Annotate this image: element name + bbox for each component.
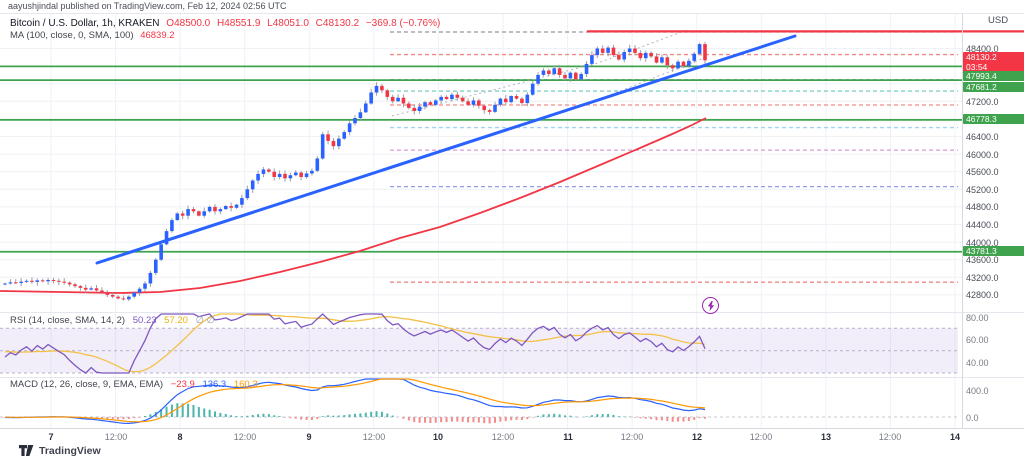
footer-brand[interactable]: TradingView xyxy=(19,444,101,457)
price-tick: 44000.0 xyxy=(966,237,999,248)
price-tick: 46000.0 xyxy=(966,149,999,160)
rsi-axis-tick: 40.00 xyxy=(966,357,989,368)
macd-legend[interactable]: MACD (12, 26, close, 9, EMA, EMA) −23.9 … xyxy=(10,379,258,390)
time-tick: 7 xyxy=(48,432,54,442)
price-tick: 47200.0 xyxy=(966,96,999,107)
ma-label: MA (100, close, 0, SMA, 100) xyxy=(10,30,134,41)
time-tick: 9 xyxy=(306,432,312,442)
time-axis-border xyxy=(0,428,1024,429)
ohlc-open: O48500.0 xyxy=(166,18,211,29)
rsi-legend[interactable]: RSI (14, close, SMA, 14, 2) 50.23 57.20 … xyxy=(10,315,215,326)
price-change: −369.8 (−0.76%) xyxy=(365,18,441,29)
chart-border xyxy=(0,13,1024,14)
rsi-label: RSI (14, close, SMA, 14, 2) xyxy=(10,315,126,326)
time-tick: 12 xyxy=(691,432,703,442)
price-tag: 47681.2 xyxy=(963,82,1024,92)
ma-value: 46839.2 xyxy=(140,30,175,41)
time-tick: 12:00 xyxy=(104,432,128,442)
published-byline: aayushjindal published on TradingView.co… xyxy=(8,1,287,11)
price-axis-border xyxy=(962,14,963,429)
macd-label: MACD (12, 26, close, 9, EMA, EMA) xyxy=(10,379,164,390)
time-tick: 8 xyxy=(177,432,183,442)
price-tick: 43600.0 xyxy=(966,255,999,266)
time-tick: 12:00 xyxy=(362,432,386,442)
price-tick: 45200.0 xyxy=(966,184,999,195)
macd-axis-tick: 400.0 xyxy=(966,385,989,396)
price-tag: 47993.4 xyxy=(963,71,1024,81)
price-tick: 42800.0 xyxy=(966,290,999,301)
price-tick: 43200.0 xyxy=(966,272,999,283)
ohlc-high: H48551.9 xyxy=(217,18,261,29)
pane-separator-macd[interactable] xyxy=(0,377,1024,378)
time-tick: 12:00 xyxy=(491,432,515,442)
rsi-sma-value: 57.20 xyxy=(164,315,188,326)
macd-hist-value: −23.9 xyxy=(170,379,195,390)
price-tag: 48130.2 03:54 xyxy=(963,52,1024,72)
price-tag: 46778.3 xyxy=(963,114,1024,124)
rsi-axis-tick: 80.00 xyxy=(966,312,989,323)
macd-signal-value: 160.3 xyxy=(233,379,258,390)
time-tick: 14 xyxy=(949,432,961,442)
ma-legend[interactable]: MA (100, close, 0, SMA, 100) 46839.2 xyxy=(10,30,175,41)
ohlc-low: L48051.0 xyxy=(267,18,309,29)
price-tick: 44400.0 xyxy=(966,220,999,230)
price-tick: 46400.0 xyxy=(966,132,999,142)
time-tick: 11 xyxy=(563,432,573,442)
ohlc-close: C48130.2 xyxy=(315,18,360,29)
price-axis-currency[interactable]: USD xyxy=(988,15,1009,26)
price-tick: 44800.0 xyxy=(966,202,999,213)
pane-separator-rsi[interactable] xyxy=(0,312,1024,313)
flash-icon[interactable] xyxy=(702,297,719,314)
time-tick: 12:00 xyxy=(620,432,644,442)
macd-axis-tick: 0.0 xyxy=(966,412,979,423)
rsi-extra: ∅ ∅ xyxy=(195,315,215,326)
macd-value: 136.3 xyxy=(202,379,227,390)
time-tick: 12:00 xyxy=(233,432,257,442)
price-tick: 48400.0 xyxy=(966,44,999,54)
rsi-value: 50.23 xyxy=(132,315,157,326)
symbol-title: Bitcoin / U.S. Dollar, 1h, KRAKEN xyxy=(10,18,160,29)
brand-name: TradingView xyxy=(39,444,101,457)
price-tag: 43781.3 xyxy=(963,246,1024,256)
price-tick: 45600.0 xyxy=(966,167,999,178)
time-tick: 13 xyxy=(820,432,832,442)
symbol-legend[interactable]: Bitcoin / U.S. Dollar, 1h, KRAKEN O48500… xyxy=(10,18,444,29)
time-tick: 12:00 xyxy=(749,432,773,442)
tradingview-logo-icon xyxy=(19,445,34,456)
time-tick: 10 xyxy=(432,432,444,442)
time-tick: 12:00 xyxy=(878,432,902,442)
lightning-bolt-icon xyxy=(707,300,714,311)
rsi-axis-tick: 60.00 xyxy=(966,335,989,345)
